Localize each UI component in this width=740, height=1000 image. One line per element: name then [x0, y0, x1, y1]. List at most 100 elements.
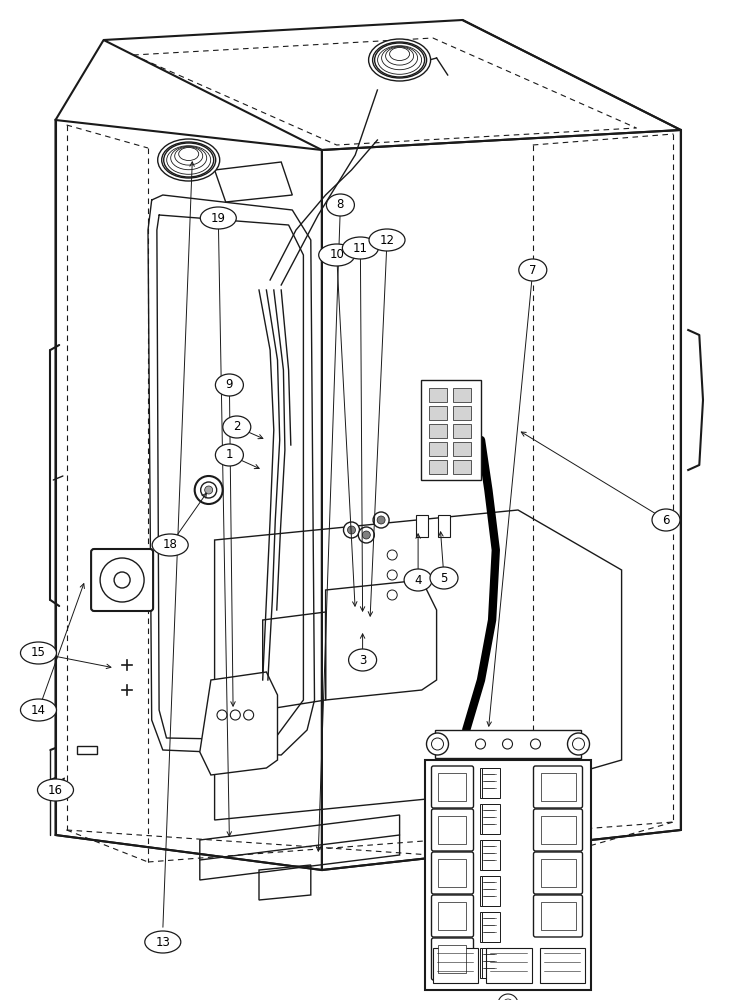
- Circle shape: [568, 733, 590, 755]
- Text: 2: 2: [233, 420, 240, 434]
- Bar: [439, 773, 466, 801]
- Bar: [454, 442, 471, 456]
- Circle shape: [373, 512, 389, 528]
- Bar: [434, 948, 479, 983]
- Bar: [439, 945, 466, 973]
- Bar: [454, 388, 471, 402]
- Circle shape: [243, 710, 254, 720]
- Ellipse shape: [145, 931, 181, 953]
- FancyBboxPatch shape: [431, 895, 474, 937]
- Circle shape: [230, 710, 240, 720]
- Ellipse shape: [326, 194, 354, 216]
- Bar: [539, 948, 585, 983]
- Bar: [480, 912, 499, 942]
- Circle shape: [377, 516, 385, 524]
- Bar: [482, 912, 500, 942]
- Ellipse shape: [404, 569, 432, 591]
- Bar: [429, 424, 448, 438]
- Circle shape: [205, 486, 212, 494]
- Circle shape: [348, 526, 355, 534]
- Text: 3: 3: [359, 654, 366, 666]
- Bar: [454, 460, 471, 474]
- FancyBboxPatch shape: [431, 809, 474, 851]
- Circle shape: [387, 550, 397, 560]
- Bar: [486, 948, 531, 983]
- FancyBboxPatch shape: [534, 809, 582, 851]
- Ellipse shape: [374, 43, 425, 77]
- Circle shape: [498, 994, 518, 1000]
- Bar: [429, 460, 448, 474]
- Bar: [540, 859, 576, 887]
- Circle shape: [343, 522, 360, 538]
- Bar: [540, 902, 576, 930]
- Ellipse shape: [201, 207, 236, 229]
- Ellipse shape: [21, 642, 56, 664]
- Circle shape: [573, 738, 585, 750]
- Ellipse shape: [319, 244, 354, 266]
- Circle shape: [100, 558, 144, 602]
- Ellipse shape: [430, 567, 458, 589]
- FancyBboxPatch shape: [534, 895, 582, 937]
- Bar: [482, 948, 500, 978]
- Ellipse shape: [369, 229, 405, 251]
- Circle shape: [426, 733, 448, 755]
- Circle shape: [476, 739, 485, 749]
- Text: 16: 16: [48, 784, 63, 796]
- Ellipse shape: [652, 509, 680, 531]
- Text: 18: 18: [163, 538, 178, 552]
- FancyBboxPatch shape: [431, 938, 474, 980]
- Ellipse shape: [215, 374, 243, 396]
- Text: 11: 11: [353, 241, 368, 254]
- Bar: [425, 760, 591, 990]
- Ellipse shape: [152, 534, 188, 556]
- Bar: [482, 876, 500, 906]
- Bar: [480, 948, 499, 978]
- Bar: [416, 515, 428, 537]
- Bar: [438, 515, 450, 537]
- Text: 15: 15: [31, 647, 46, 660]
- Bar: [436, 730, 580, 758]
- Bar: [480, 840, 499, 870]
- FancyBboxPatch shape: [431, 852, 474, 894]
- FancyBboxPatch shape: [91, 549, 153, 611]
- Circle shape: [431, 738, 443, 750]
- Circle shape: [503, 999, 513, 1000]
- Circle shape: [531, 739, 540, 749]
- Circle shape: [195, 476, 223, 504]
- Text: 19: 19: [211, 212, 226, 225]
- Bar: [429, 442, 448, 456]
- Text: 4: 4: [414, 574, 422, 586]
- Bar: [439, 816, 466, 844]
- Bar: [454, 424, 471, 438]
- Circle shape: [201, 482, 217, 498]
- Circle shape: [114, 572, 130, 588]
- Bar: [482, 840, 500, 870]
- Bar: [540, 773, 576, 801]
- Ellipse shape: [38, 779, 73, 801]
- FancyBboxPatch shape: [431, 766, 474, 808]
- Ellipse shape: [349, 649, 377, 671]
- Ellipse shape: [158, 139, 220, 181]
- Bar: [77, 746, 97, 754]
- Bar: [439, 902, 466, 930]
- Text: 7: 7: [529, 263, 536, 276]
- Bar: [439, 859, 466, 887]
- Text: 5: 5: [440, 572, 448, 584]
- Text: 12: 12: [380, 233, 394, 246]
- Circle shape: [363, 531, 370, 539]
- Text: 13: 13: [155, 936, 170, 948]
- Circle shape: [387, 590, 397, 600]
- Text: 6: 6: [662, 514, 670, 526]
- Bar: [421, 380, 482, 480]
- Bar: [480, 876, 499, 906]
- Bar: [482, 768, 500, 798]
- Ellipse shape: [223, 416, 251, 438]
- FancyBboxPatch shape: [534, 766, 582, 808]
- Circle shape: [502, 739, 513, 749]
- Circle shape: [387, 570, 397, 580]
- Circle shape: [217, 710, 227, 720]
- Circle shape: [358, 527, 374, 543]
- Ellipse shape: [21, 699, 56, 721]
- Bar: [480, 804, 499, 834]
- Bar: [429, 388, 448, 402]
